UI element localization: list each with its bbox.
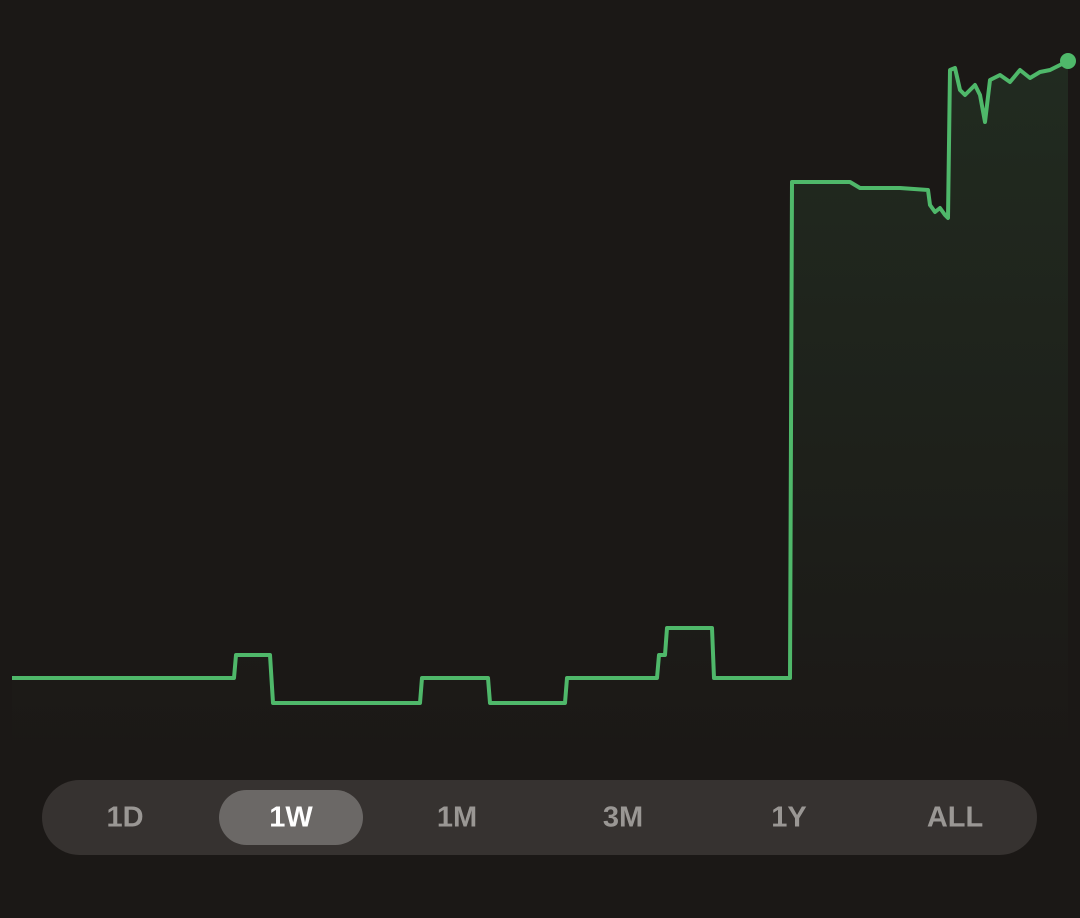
current-point [1060,53,1076,69]
price-chart [12,53,1076,760]
range-option[interactable]: 3M [603,802,643,834]
selected-pill [219,790,363,845]
price-line [12,59,1069,705]
range-option[interactable]: 1Y [771,802,806,834]
range-option[interactable]: ALL [927,802,983,834]
range-option[interactable]: 1D [106,802,143,834]
range-options: 1D 1W 1M 3M 1Y ALL [106,790,983,845]
area-fill [12,61,1068,760]
range-selector [42,780,1037,855]
range-option[interactable]: 1W [269,802,313,834]
range-option[interactable]: 1M [437,802,477,834]
